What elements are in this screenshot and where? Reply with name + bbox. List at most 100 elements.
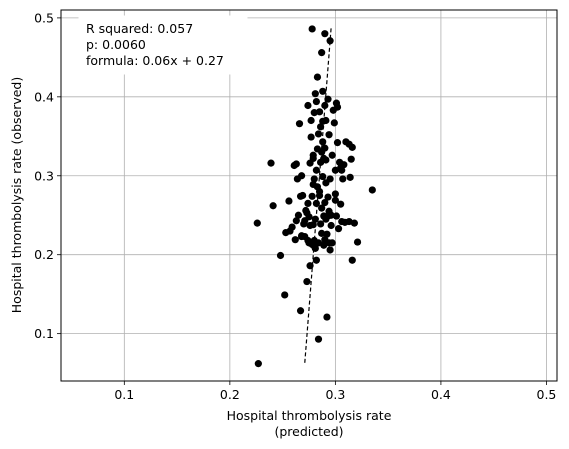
x-tick-label: 0.4 <box>431 387 451 402</box>
data-point <box>348 143 356 151</box>
data-point <box>292 160 300 168</box>
data-point <box>348 256 356 264</box>
data-point <box>326 37 334 45</box>
data-point <box>331 190 339 198</box>
data-point <box>324 193 332 201</box>
stats-annotation-box <box>78 15 248 75</box>
data-point <box>325 131 333 139</box>
data-point <box>318 204 326 212</box>
data-point <box>319 172 327 181</box>
x-tick-label: 0.5 <box>537 387 557 402</box>
data-point <box>353 238 362 246</box>
data-point <box>321 199 329 207</box>
data-point <box>306 262 314 270</box>
data-point <box>311 244 319 252</box>
data-point <box>294 211 303 219</box>
regression-fit-line <box>304 27 332 363</box>
formula-text: formula: 0.06x + 0.27 <box>86 53 224 68</box>
data-point <box>328 239 336 247</box>
data-point <box>315 108 324 116</box>
data-point <box>327 211 335 219</box>
data-point <box>321 101 329 110</box>
stats-annotation: R squared: 0.057 p: 0.0060 formula: 0.06… <box>78 15 248 75</box>
x-axis-label-sub: (predicted) <box>274 424 343 439</box>
data-point <box>254 360 262 368</box>
data-point <box>350 219 358 227</box>
y-tick-label: 0.5 <box>34 10 54 25</box>
data-point <box>288 223 296 231</box>
data-point <box>314 335 323 343</box>
data-point <box>338 166 346 174</box>
data-point <box>333 139 342 147</box>
data-point <box>321 30 329 38</box>
data-point <box>337 200 345 208</box>
plot-frame <box>60 9 558 382</box>
x-tick-label: 0.3 <box>325 387 345 402</box>
data-point <box>347 155 355 163</box>
data-point <box>314 130 323 138</box>
data-point <box>318 49 326 57</box>
r-squared-text: R squared: 0.057 <box>86 21 193 36</box>
data-point <box>311 215 319 223</box>
data-point <box>319 87 327 95</box>
data-point <box>269 202 277 210</box>
data-point <box>311 90 319 98</box>
data-point <box>308 192 316 200</box>
data-point <box>285 197 293 205</box>
data-point <box>309 221 317 229</box>
data-point <box>339 175 347 183</box>
data-point <box>295 120 304 128</box>
data-point <box>324 95 332 103</box>
data-point <box>331 196 339 204</box>
x-tick-label: 0.2 <box>220 387 240 402</box>
data-point <box>346 173 354 181</box>
data-point <box>304 101 312 110</box>
data-point <box>281 291 289 299</box>
data-point <box>328 151 336 159</box>
data-point <box>305 213 313 221</box>
data-point <box>253 219 261 227</box>
data-point <box>308 25 316 33</box>
data-point <box>313 73 322 81</box>
data-point <box>303 277 311 286</box>
p-value-text: p: 0.0060 <box>86 37 146 52</box>
data-point <box>317 123 325 131</box>
y-tick-label: 0.1 <box>34 326 54 341</box>
data-point <box>321 144 329 152</box>
data-point <box>332 212 341 220</box>
data-point <box>317 220 325 228</box>
data-point <box>315 187 324 196</box>
y-tick-label: 0.4 <box>34 89 54 104</box>
data-point <box>334 225 343 233</box>
data-point <box>298 172 306 180</box>
x-tick-label: 0.1 <box>114 387 134 402</box>
fit-line-group <box>304 27 332 363</box>
data-point <box>292 217 300 225</box>
data-points <box>253 25 376 368</box>
data-point <box>291 236 299 244</box>
data-point <box>312 256 320 264</box>
data-point <box>304 199 312 207</box>
y-tick-label: 0.3 <box>34 168 54 183</box>
y-tick-label: 0.2 <box>34 247 54 262</box>
data-point <box>276 251 285 260</box>
data-point <box>267 159 275 167</box>
data-point <box>327 221 335 230</box>
data-point <box>310 175 318 183</box>
x-ticks: 0.1 0.2 0.3 0.4 0.5 <box>114 381 556 402</box>
data-point <box>312 199 320 207</box>
data-point <box>322 116 330 125</box>
data-point <box>309 151 317 159</box>
data-point <box>319 138 327 146</box>
y-ticks: 0.1 0.2 0.3 0.4 0.5 <box>34 10 61 341</box>
data-point <box>307 133 315 141</box>
data-point <box>322 156 330 164</box>
data-point <box>323 313 331 321</box>
data-point <box>326 246 334 254</box>
data-point <box>312 166 320 174</box>
data-point <box>307 116 315 125</box>
data-point <box>340 161 348 169</box>
data-point <box>330 119 338 127</box>
data-point <box>312 97 320 106</box>
data-point <box>326 175 334 183</box>
